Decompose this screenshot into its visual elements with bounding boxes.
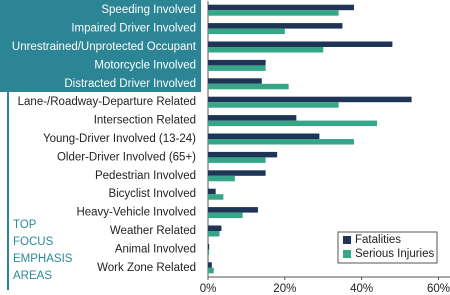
bar [208, 96, 412, 103]
legend-box [337, 231, 438, 264]
bar [208, 188, 216, 195]
bar [208, 23, 343, 29]
bar [208, 157, 266, 163]
bar [208, 262, 212, 268]
bar [208, 28, 285, 35]
bar [208, 83, 289, 90]
x-tick-label: 60% [427, 283, 450, 295]
bar [208, 170, 266, 176]
bar [208, 151, 278, 158]
bar [208, 243, 210, 250]
y-tick-label: Bicyclist Involved [108, 188, 196, 200]
bar [208, 78, 262, 84]
y-tick-label: Distracted Driver Involved [64, 78, 196, 90]
bar [208, 41, 393, 47]
y-tick-label: Work Zone Related [97, 262, 196, 274]
annotation: TOP [13, 219, 37, 231]
y-tick-label: Intersection Related [94, 115, 196, 127]
annotation: FOCUS [13, 236, 54, 248]
bar [208, 139, 354, 145]
bar [208, 4, 354, 11]
y-tick-label: Speeding Involved [101, 4, 196, 16]
bar [208, 231, 220, 237]
legend-swatch [343, 250, 351, 258]
bar [208, 59, 266, 66]
bar [208, 225, 222, 231]
legend-swatch [343, 236, 351, 244]
x-tick-label: 40% [350, 283, 373, 295]
bar [208, 120, 378, 127]
bar [208, 212, 243, 219]
y-tick-label: Heavy-Vehicle Involved [76, 207, 196, 219]
bar [208, 65, 266, 71]
y-tick-label: Weather Related [110, 225, 196, 237]
legend-label: Fatalities [355, 234, 401, 246]
bar [208, 47, 324, 53]
highlight-box [0, 0, 201, 92]
bar [208, 10, 339, 16]
x-tick-label: 0% [200, 283, 217, 295]
annotation: AREAS [13, 270, 52, 282]
bar [208, 102, 339, 108]
bar [208, 115, 297, 121]
y-tick-label: Unrestrained/Unprotected Occupant [12, 41, 197, 53]
y-tick-label: Motorcycle Involved [94, 59, 196, 71]
bar [208, 267, 214, 274]
annotation: EMPHASIS [13, 253, 73, 265]
bar [208, 249, 210, 255]
y-tick-label: Impaired Driver Involved [71, 23, 196, 35]
bar [208, 175, 235, 182]
legend-label: Serious Injuries [355, 248, 435, 260]
y-tick-label: Animal Involved [115, 243, 196, 255]
x-tick-label: 20% [273, 283, 296, 295]
y-tick-label: Pedestrian Involved [95, 170, 196, 182]
bar [208, 194, 224, 200]
y-tick-label: Older-Driver Involved (65+) [57, 151, 196, 163]
y-tick-label: Young-Driver Involved (13-24) [43, 133, 196, 145]
y-tick-label: Lane-/Roadway-Departure Related [18, 96, 196, 108]
bar [208, 133, 320, 139]
bar [208, 207, 258, 213]
